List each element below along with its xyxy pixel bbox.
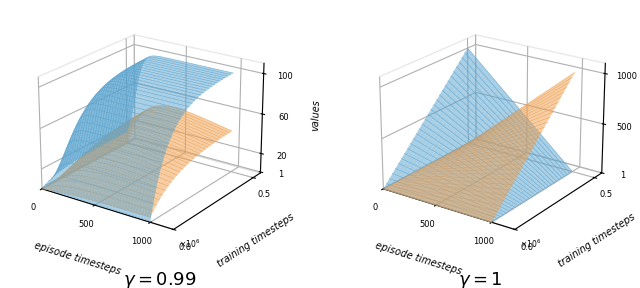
Text: $\times 10^6$: $\times 10^6$: [520, 238, 541, 251]
Text: $\times 10^6$: $\times 10^6$: [179, 238, 200, 251]
Text: $\gamma = 0.99$: $\gamma = 0.99$: [123, 270, 197, 288]
Y-axis label: training timesteps: training timesteps: [215, 212, 296, 269]
Text: $\gamma = 1$: $\gamma = 1$: [458, 270, 502, 288]
Y-axis label: training timesteps: training timesteps: [557, 212, 637, 269]
X-axis label: episode timesteps: episode timesteps: [374, 240, 463, 276]
X-axis label: episode timesteps: episode timesteps: [33, 240, 122, 276]
